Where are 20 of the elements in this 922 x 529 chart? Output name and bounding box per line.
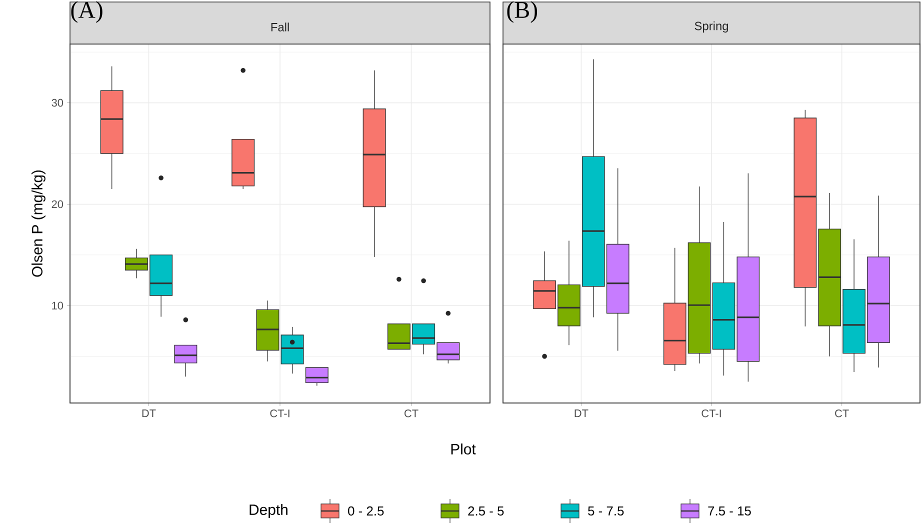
x-tick-label: CT xyxy=(835,410,849,418)
x-tick-label: CT xyxy=(404,410,418,418)
text: (B) xyxy=(507,1,538,23)
y-tick-label: 20 xyxy=(52,200,64,208)
y-axis-title: Olsen P (mg/kg) xyxy=(32,170,46,277)
legend-label: 5 - 7.5 xyxy=(588,506,624,516)
x-tick-label: DT xyxy=(142,410,156,418)
chart-title: Spring xyxy=(694,21,728,33)
legend-label: 2.5 - 5 xyxy=(468,506,504,516)
chart-title: Fall xyxy=(271,22,289,32)
text: (A) xyxy=(71,1,102,23)
y-tick-label: 10 xyxy=(52,302,64,310)
x-tick-label: CT-I xyxy=(270,410,290,418)
legend-label: 0 - 2.5 xyxy=(348,506,384,516)
x-axis-title: Plot xyxy=(451,444,476,454)
y-tick-label: 30 xyxy=(52,98,64,107)
x-tick-label: CT-I xyxy=(702,410,721,418)
legend-label: 7.5 - 15 xyxy=(708,506,751,516)
legend-title: Depth xyxy=(250,504,288,518)
x-tick-label: DT xyxy=(574,410,588,418)
